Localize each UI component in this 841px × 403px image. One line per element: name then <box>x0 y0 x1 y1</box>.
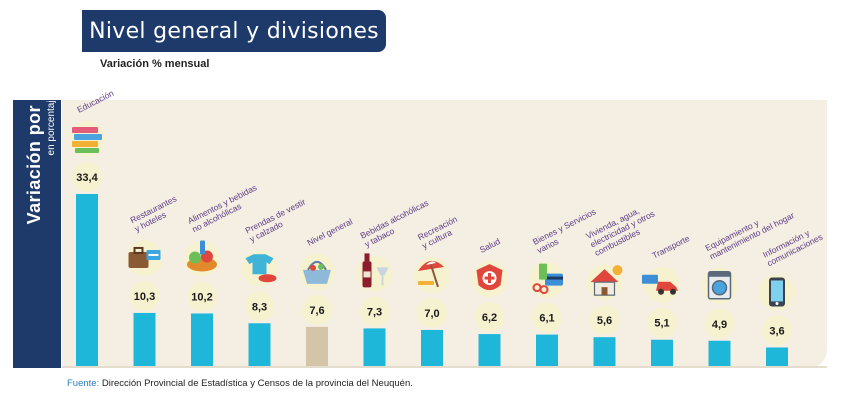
bar-3 <box>191 313 213 366</box>
data-label-6: 7,3 <box>367 306 382 318</box>
bar-1 <box>76 193 98 366</box>
category-label-1: Educación <box>75 88 115 115</box>
title-banner: Nivel general y divisiones <box>82 10 386 52</box>
chart-baseline <box>62 366 827 368</box>
bar-13 <box>766 347 788 366</box>
bar-10 <box>593 337 616 366</box>
bar-6 <box>363 328 386 366</box>
bar-7 <box>421 329 443 366</box>
value-bubble <box>474 302 505 333</box>
value-bubble <box>589 305 620 336</box>
page-title: Nivel general y divisiones <box>89 18 379 44</box>
source-label: Fuente: <box>67 378 100 389</box>
data-label-13: 3,6 <box>769 325 784 337</box>
value-bubble <box>244 291 275 322</box>
basket-icon <box>303 260 331 284</box>
data-label-10: 5,6 <box>597 315 612 327</box>
category-label-7: Recreacióny cultura <box>416 214 463 251</box>
value-bubble <box>72 161 102 192</box>
category-label-8: Salud <box>478 236 502 255</box>
bar-11 <box>651 339 673 366</box>
data-label-12: 4,9 <box>712 319 727 331</box>
value-bubble <box>647 307 677 338</box>
bar-5 <box>306 326 328 366</box>
services-icon <box>532 263 563 295</box>
category-label-4: Prendas de vestiry calzado <box>244 197 312 244</box>
source-text: Dirección Provincial de Estadística y Ce… <box>101 378 413 389</box>
data-label-5: 7,6 <box>309 305 324 317</box>
subtitle: Variación % mensual <box>100 58 210 70</box>
source-note: Fuente: Dirección Provincial de Estadíst… <box>67 378 413 389</box>
groceries-icon <box>187 240 217 272</box>
value-bubble <box>532 302 562 333</box>
data-label-2: 10,3 <box>134 291 155 303</box>
plot-background <box>62 100 827 368</box>
bar-9 <box>536 334 558 366</box>
value-bubble <box>704 308 735 339</box>
data-label-8: 6,2 <box>482 312 497 324</box>
data-label-7: 7,0 <box>424 308 439 320</box>
category-label-11: Transporte <box>650 233 691 261</box>
y-axis-sidebar <box>13 100 61 368</box>
value-bubble <box>129 280 160 311</box>
data-label-11: 5,1 <box>654 318 669 330</box>
data-label-3: 10,2 <box>191 291 212 303</box>
house-icon <box>590 265 623 296</box>
suitcase-icon <box>128 246 161 268</box>
bar-4 <box>248 323 271 366</box>
bar-8 <box>478 334 501 366</box>
bar-2 <box>133 312 156 366</box>
value-bubble <box>302 294 332 325</box>
smartphone-icon <box>769 277 785 307</box>
category-label-2: Restaurantesy hoteles <box>129 193 183 233</box>
category-label-5: Nivel general <box>305 216 354 247</box>
data-label-4: 8,3 <box>252 301 267 313</box>
clothing-icon <box>245 254 277 283</box>
value-bubble <box>417 297 447 328</box>
health-shield-icon <box>476 264 503 291</box>
data-label-9: 6,1 <box>539 313 554 325</box>
books-icon <box>72 126 102 153</box>
value-bubble <box>359 296 390 327</box>
bar-12 <box>708 340 731 366</box>
data-label-1: 33,4 <box>76 172 98 184</box>
value-bubble <box>762 315 792 346</box>
beach-umbrella-icon <box>418 260 444 288</box>
wine-icon <box>362 253 389 288</box>
icon-bubble <box>356 255 393 292</box>
car-icon <box>642 274 678 295</box>
washing-machine-icon <box>707 271 732 300</box>
category-label-10: Vivienda, agua,electricidad y otroscombu… <box>584 200 660 258</box>
value-bubble <box>187 281 217 312</box>
